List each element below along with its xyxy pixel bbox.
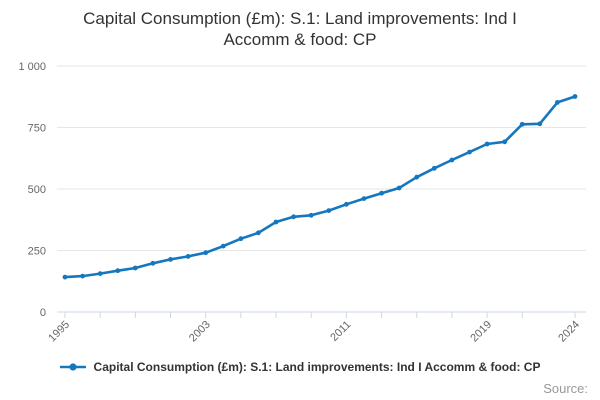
data-point-marker (203, 250, 209, 256)
series-line (63, 95, 577, 279)
data-point-marker (97, 271, 103, 276)
data-point-marker (537, 121, 543, 127)
data-point-marker (150, 260, 156, 266)
data-point-marker (361, 196, 367, 202)
data-point-marker (308, 212, 314, 218)
data-point-marker (449, 157, 455, 163)
data-point-marker (256, 230, 261, 236)
data-point-marker (572, 94, 578, 99)
data-point-marker (326, 208, 332, 214)
data-point-marker (431, 165, 437, 171)
y-axis-tick-label: 0 (40, 307, 46, 319)
x-axis-tick-label: 2024 (556, 319, 582, 345)
data-point-marker (132, 265, 138, 271)
legend-line-marker-icon (59, 363, 86, 371)
data-point-marker (273, 219, 279, 225)
chart-title: Capital Consumption (£m): S.1: Land impr… (83, 9, 517, 49)
data-point-marker (502, 139, 508, 145)
x-axis-tick-label: 2003 (187, 319, 213, 345)
data-point-marker (80, 273, 85, 279)
data-point-marker (519, 121, 525, 127)
source-label: Source: (543, 381, 588, 396)
data-point-marker (396, 185, 402, 191)
data-point-marker (168, 257, 173, 262)
y-axis-tick-label: 500 (28, 184, 46, 196)
data-point-marker (379, 190, 384, 196)
legend-item[interactable]: Capital Consumption (£m): S.1: Land impr… (0, 360, 600, 374)
data-point-marker (467, 149, 472, 155)
x-axis-tick-label: 1995 (46, 319, 72, 345)
line-chart: 0 250 500 750 1 000 1995 2003 2011 2019 2024 (18, 61, 586, 345)
x-axis-tick-label: 2011 (328, 319, 353, 344)
data-point-marker (185, 254, 191, 259)
y-axis-tick-label: 1 000 (18, 61, 46, 73)
x-axis-tick-label: 2019 (468, 319, 494, 345)
data-point-marker (555, 100, 560, 105)
data-point-marker (115, 268, 121, 274)
legend-label: Capital Consumption (£m): S.1: Land impr… (93, 360, 541, 374)
y-axis-tick-label: 750 (28, 123, 46, 135)
data-point-marker (344, 201, 349, 207)
data-point-marker (220, 243, 226, 249)
y-axis-tick-label: 250 (28, 246, 46, 258)
data-point-marker (62, 274, 68, 280)
data-point-marker (414, 174, 420, 180)
data-point-marker (291, 214, 296, 220)
data-point-marker (484, 141, 490, 147)
data-point-marker (238, 236, 244, 242)
